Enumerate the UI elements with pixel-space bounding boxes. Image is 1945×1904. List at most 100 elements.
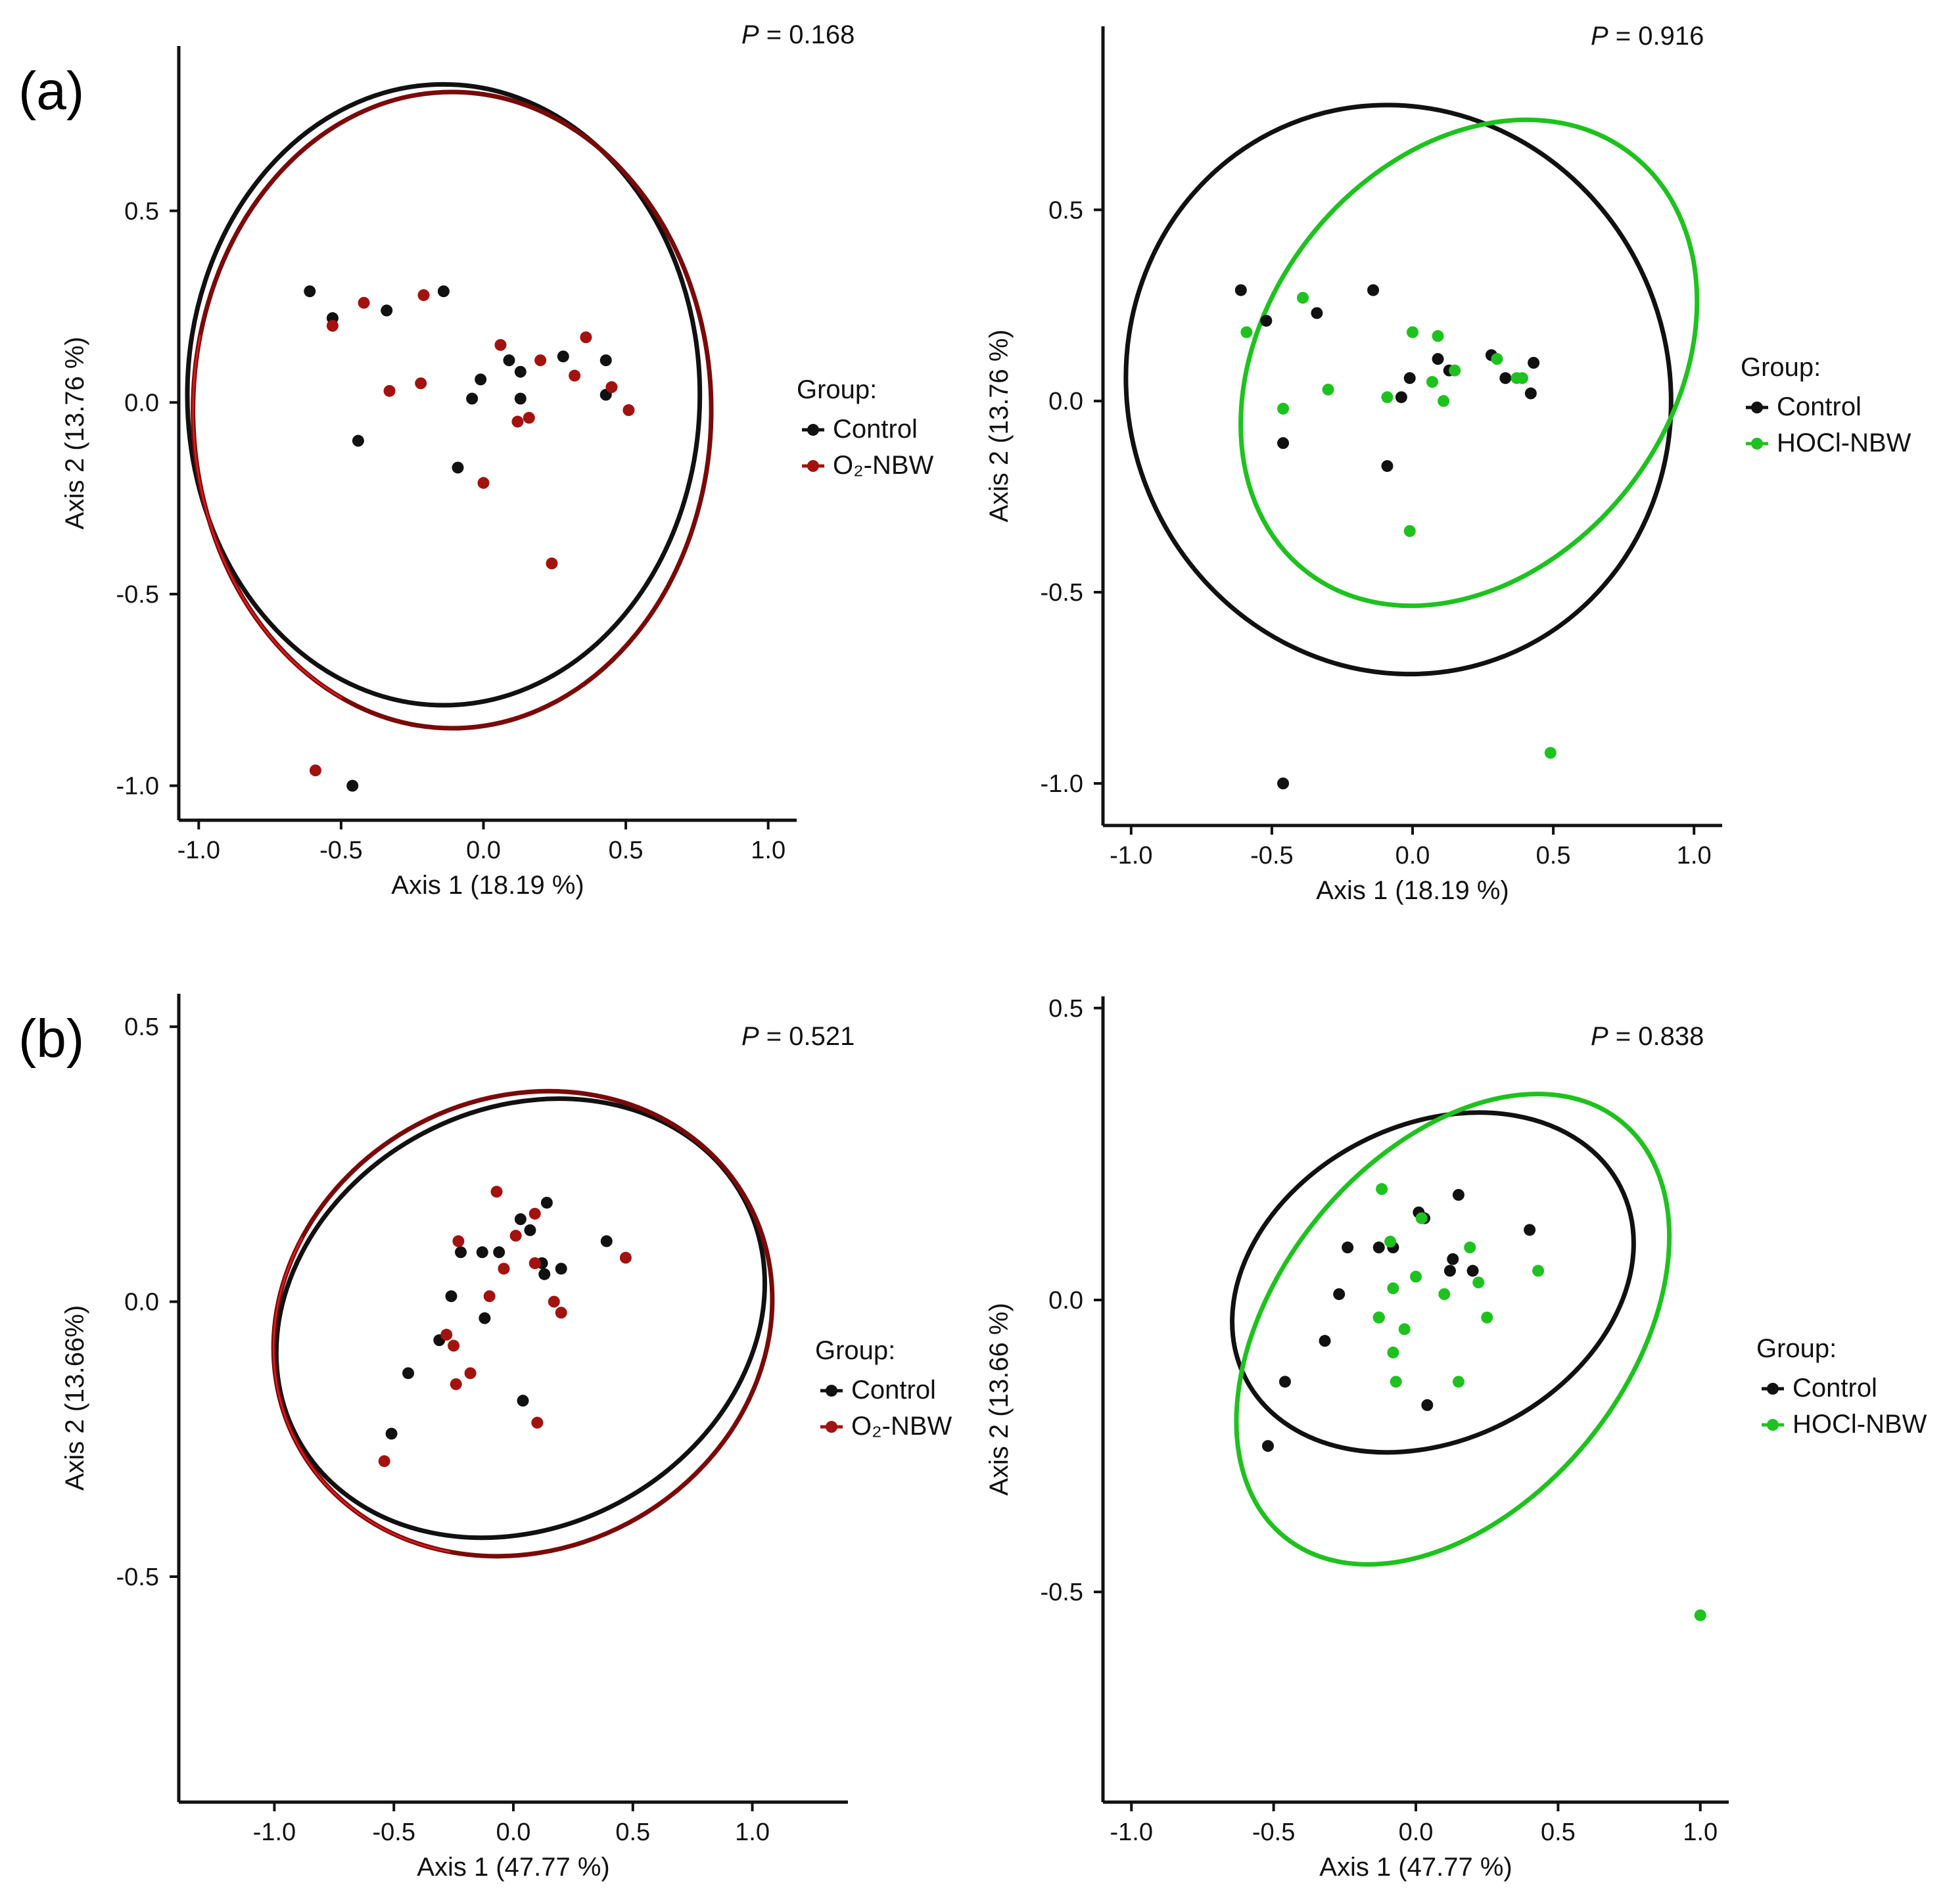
legend-marker (1767, 1419, 1779, 1431)
data-point-treatment (528, 1207, 541, 1220)
data-point-treatment (605, 381, 618, 394)
data-point-treatment (1472, 1276, 1485, 1289)
data-point-treatment (1240, 326, 1253, 338)
data-point-treatment (622, 404, 635, 417)
data-point-control (514, 365, 527, 378)
data-point-treatment (1381, 391, 1394, 404)
data-point-treatment (531, 1416, 544, 1429)
data-point-treatment (358, 296, 370, 309)
data-point-control (600, 1235, 613, 1247)
data-point-treatment (1398, 1323, 1411, 1335)
x-tick-label: 0.0 (496, 1819, 531, 1846)
data-point-treatment (452, 1235, 465, 1247)
data-point-control (599, 354, 612, 367)
y-tick-label: -0.5 (1041, 1579, 1083, 1606)
legend-marker (826, 1385, 837, 1397)
data-point-treatment (1322, 383, 1334, 396)
data-point-treatment (415, 377, 427, 390)
data-point-control (1466, 1265, 1479, 1277)
legend-title: Group: (815, 1336, 895, 1365)
legend-marker (807, 424, 819, 436)
x-tick-label: 0.0 (1399, 1819, 1434, 1846)
ellipse-control (1123, 103, 1674, 677)
legend: Group: Control HOCl-NBW (1741, 353, 1911, 457)
data-point-treatment (1297, 292, 1309, 304)
data-point-control (514, 1213, 527, 1226)
data-point-treatment (1491, 353, 1503, 365)
data-point-control (466, 392, 479, 405)
x-axis-label: Axis 1 (47.77 %) (417, 1853, 609, 1882)
data-point-treatment (1403, 525, 1416, 537)
x-tick-label: 0.5 (1536, 842, 1571, 870)
data-point-control (479, 1312, 491, 1324)
data-point-control (445, 1290, 457, 1303)
data-point-treatment (548, 1295, 560, 1308)
y-tick-label: 0.5 (124, 1013, 159, 1041)
data-point-control (1277, 778, 1290, 789)
data-point-control (1333, 1288, 1346, 1301)
data-point-treatment (1387, 1282, 1399, 1295)
data-point-control (437, 285, 450, 298)
x-tick-label: -0.5 (1252, 1819, 1295, 1846)
data-point-control (1372, 1242, 1385, 1254)
data-point-control (517, 1395, 529, 1407)
legend-marker (807, 460, 819, 472)
data-point-treatment (1452, 1376, 1465, 1388)
legend-marker (826, 1421, 837, 1433)
data-point-treatment (528, 1257, 541, 1269)
legend-marker (1767, 1383, 1779, 1395)
y-tick-label: -0.5 (1041, 579, 1083, 607)
legend-label: HOCl-NBW (1777, 429, 1911, 457)
data-point-control (1261, 1440, 1274, 1452)
x-tick-label: -0.5 (372, 1819, 415, 1846)
data-point-treatment (494, 338, 507, 351)
data-point-treatment (1390, 1376, 1402, 1388)
data-point-treatment (1481, 1311, 1493, 1324)
data-point-treatment (546, 557, 558, 570)
data-point-treatment (1516, 372, 1528, 384)
x-axis-label: Axis 1 (47.77 %) (1319, 1853, 1512, 1882)
data-point-treatment (464, 1367, 477, 1380)
data-point-control (1319, 1335, 1331, 1347)
data-point-control (1381, 460, 1394, 473)
data-point-treatment (1464, 1242, 1476, 1254)
legend: Group: Control O₂-NBW (797, 375, 934, 480)
p-value-text: P = 0.521 (741, 1022, 855, 1051)
data-point-control (1278, 1376, 1291, 1388)
data-point-control (385, 1428, 398, 1440)
ellipse-control (273, 1096, 767, 1541)
ellipse-treatment (1238, 117, 1700, 609)
data-point-treatment (1407, 326, 1418, 338)
legend-title: Group: (797, 375, 877, 404)
y-tick-label: 0.0 (124, 389, 159, 417)
y-tick-label: 0.0 (1048, 1287, 1083, 1314)
y-tick-label: -1.0 (1041, 770, 1083, 798)
data-point-control (1421, 1399, 1434, 1411)
data-point-treatment (498, 1263, 510, 1275)
data-point-treatment (1372, 1311, 1385, 1324)
data-point-control (1260, 315, 1273, 327)
data-point-treatment (511, 415, 524, 428)
x-tick-label: -1.0 (1110, 1819, 1153, 1846)
legend-label: Control (1777, 392, 1862, 421)
p-value-number: = 0.521 (759, 1022, 855, 1051)
x-axis-label: Axis 1 (18.19 %) (391, 871, 584, 900)
data-point-control (538, 1268, 551, 1280)
x-tick-label: 0.5 (609, 837, 644, 864)
data-point-control (352, 434, 364, 447)
data-point-control (452, 461, 464, 474)
x-tick-label: -0.5 (1250, 842, 1293, 870)
data-point-treatment (1449, 364, 1461, 377)
chart-a-right: -1.0 -0.5 0.0 0.5 1.0 -1.0 -0.5 0.0 0.5 Axis 1 (1… (985, 22, 1911, 905)
data-point-treatment (569, 369, 581, 382)
data-point-control (493, 1246, 505, 1259)
ellipse-control (185, 81, 703, 708)
x-tick-label: 1.0 (1677, 842, 1712, 870)
legend: Group: Control O₂-NBW (815, 1336, 952, 1441)
legend-label: O₂-NBW (851, 1412, 952, 1441)
legend-label: O₂-NBW (833, 451, 934, 480)
data-point-control (1499, 372, 1512, 384)
data-point-treatment (534, 354, 547, 367)
data-point-control (514, 392, 527, 405)
